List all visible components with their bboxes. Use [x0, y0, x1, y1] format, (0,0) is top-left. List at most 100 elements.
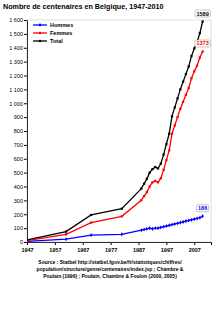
- series-line: [27, 216, 203, 241]
- point: [176, 97, 178, 99]
- title: Nombre de centenaires en Belgique, 1947-…: [3, 2, 164, 11]
- x-tick-label: 2007: [189, 247, 201, 253]
- y-tick-mark: [24, 228, 27, 229]
- x-tick: 1997: [161, 242, 173, 253]
- point: [185, 94, 187, 96]
- x-tick: 1977: [105, 242, 117, 253]
- point: [165, 224, 167, 228]
- legend-line: [33, 32, 47, 33]
- source-line: population/structure/genre/centenaires/i…: [37, 266, 184, 272]
- point: [65, 230, 67, 232]
- source-line: Poulain (1996) ; Poulain, Chambre & Foul…: [43, 273, 177, 279]
- plot-frame: [27, 20, 211, 242]
- point: [151, 181, 153, 183]
- legend-label: Total: [50, 38, 63, 44]
- x-tick: 2007: [189, 242, 201, 253]
- point: [157, 181, 159, 183]
- legend: HommesFemmesTotal: [33, 22, 73, 44]
- y-tick-label: 1 100: [9, 87, 23, 93]
- annotation: 186: [198, 205, 207, 211]
- point: [65, 237, 67, 241]
- point: [176, 221, 178, 225]
- x-tick-mark: [55, 242, 56, 245]
- point: [90, 214, 92, 216]
- point: [151, 227, 153, 231]
- point: [140, 199, 142, 201]
- point: [188, 87, 190, 89]
- point: [27, 239, 28, 241]
- point: [65, 233, 67, 235]
- x-tick-label: 1997: [161, 247, 173, 253]
- y-tick: 900: [14, 114, 27, 120]
- chart: Nombre de centenaires en Belgique, 1947-…: [0, 0, 220, 320]
- y-tick-label: 1 400: [9, 45, 23, 51]
- point: [162, 169, 164, 171]
- y-tick-label: 1 000: [9, 101, 23, 107]
- plot-area: [27, 20, 204, 242]
- y-tick: 500: [14, 170, 27, 176]
- point: [202, 50, 204, 52]
- x-axis-line: [28, 243, 212, 246]
- y-tick: 1 000: [9, 101, 27, 107]
- x-tick-label: 1977: [105, 247, 117, 253]
- y-tick-label: 700: [14, 142, 23, 148]
- x-tick: 1957: [49, 242, 61, 253]
- point: [121, 215, 123, 217]
- point: [165, 143, 167, 145]
- x-tick-label: 1957: [49, 247, 61, 253]
- y-tick-mark: [24, 89, 27, 90]
- point: [182, 81, 184, 83]
- point: [148, 226, 150, 230]
- annotations: 15891373186: [195, 10, 210, 212]
- y-tick-label: 1 500: [9, 31, 23, 37]
- point: [176, 116, 178, 118]
- point: [140, 228, 142, 232]
- point: [149, 172, 151, 174]
- y-tick-label: 300: [14, 198, 23, 204]
- series-line: [27, 22, 203, 240]
- y-tick-mark: [24, 76, 27, 77]
- legend-marker: [39, 32, 41, 34]
- annotation-box: [197, 205, 209, 212]
- point: [193, 217, 195, 221]
- y-tick-label: 200: [14, 212, 23, 218]
- y-axis: 01002003004005006007008009001 0001 1001 …: [9, 17, 27, 245]
- point: [171, 115, 173, 117]
- x-tick: 1967: [77, 242, 89, 253]
- point: [187, 218, 189, 222]
- annotation: 1373: [197, 40, 209, 46]
- point: [121, 232, 123, 236]
- point: [185, 219, 187, 223]
- point: [143, 227, 145, 231]
- point: [179, 220, 181, 224]
- point: [168, 133, 170, 135]
- point: [202, 20, 204, 22]
- legend-label: Hommes: [50, 22, 73, 28]
- y-tick-label: 500: [14, 170, 23, 176]
- y-tick: 1 400: [9, 45, 27, 51]
- point: [174, 222, 176, 226]
- point: [162, 225, 164, 229]
- y-tick: 800: [14, 128, 27, 134]
- point: [171, 133, 173, 135]
- point: [27, 239, 28, 242]
- y-tick-label: 400: [14, 184, 23, 190]
- y-tick: 700: [14, 142, 27, 148]
- point: [199, 32, 201, 34]
- y-tick-label: 100: [14, 225, 23, 231]
- point: [27, 239, 28, 241]
- y-tick-mark: [24, 131, 27, 132]
- point: [188, 65, 190, 67]
- annotation-box: [195, 10, 210, 17]
- y-tick: 600: [14, 156, 27, 162]
- point: [165, 159, 167, 161]
- y-tick-label: 900: [14, 114, 23, 120]
- point: [171, 223, 173, 227]
- point: [196, 216, 198, 220]
- legend-marker: [39, 40, 41, 42]
- y-tick-mark: [24, 103, 27, 104]
- x-tick: 1987: [133, 242, 145, 253]
- point: [174, 106, 176, 108]
- y-tick-mark: [24, 214, 27, 215]
- x-tick-mark: [139, 242, 140, 245]
